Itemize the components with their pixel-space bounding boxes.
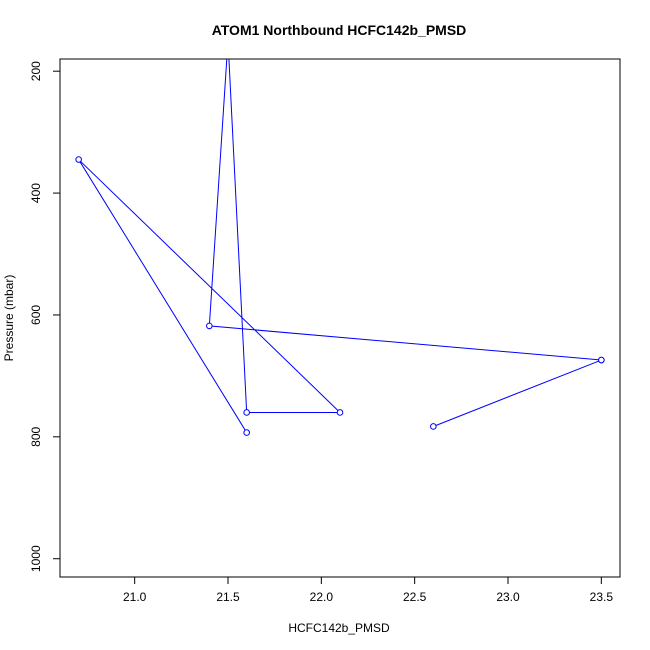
- x-tick-label: 23.0: [496, 590, 520, 604]
- y-axis-label: Pressure (mbar): [2, 275, 16, 362]
- y-tick-label: 1000: [29, 545, 43, 572]
- series-line: [433, 359, 602, 427]
- x-tick-label: 22.0: [310, 590, 334, 604]
- data-point: [598, 356, 605, 364]
- x-axis-label: HCFC142b_PMSD: [288, 621, 390, 635]
- data-point: [430, 423, 437, 430]
- data-point: [206, 322, 213, 330]
- y-tick-label: 400: [29, 183, 43, 203]
- y-axis: 200 400 600 800 1000: [29, 61, 60, 572]
- y-tick-label: 600: [29, 305, 43, 325]
- series-line: [78, 59, 602, 433]
- x-axis: 21.0 21.5 22.0 22.5 23.0 23.5: [123, 577, 613, 604]
- y-tick-label: 800: [29, 427, 43, 447]
- data-point: [243, 409, 250, 416]
- x-tick-label: 23.5: [590, 590, 614, 604]
- data-point: [243, 429, 250, 436]
- y-tick-label: 200: [29, 61, 43, 81]
- plot-frame: [59, 58, 621, 578]
- x-tick-label: 21.0: [123, 590, 147, 604]
- x-tick-label: 21.5: [216, 590, 240, 604]
- chart-title: ATOM1 Northbound HCFC142b_PMSD: [212, 22, 467, 38]
- data-point: [336, 409, 344, 416]
- x-tick-label: 22.5: [403, 590, 427, 604]
- plot-area: [75, 59, 605, 436]
- data-point: [75, 156, 82, 163]
